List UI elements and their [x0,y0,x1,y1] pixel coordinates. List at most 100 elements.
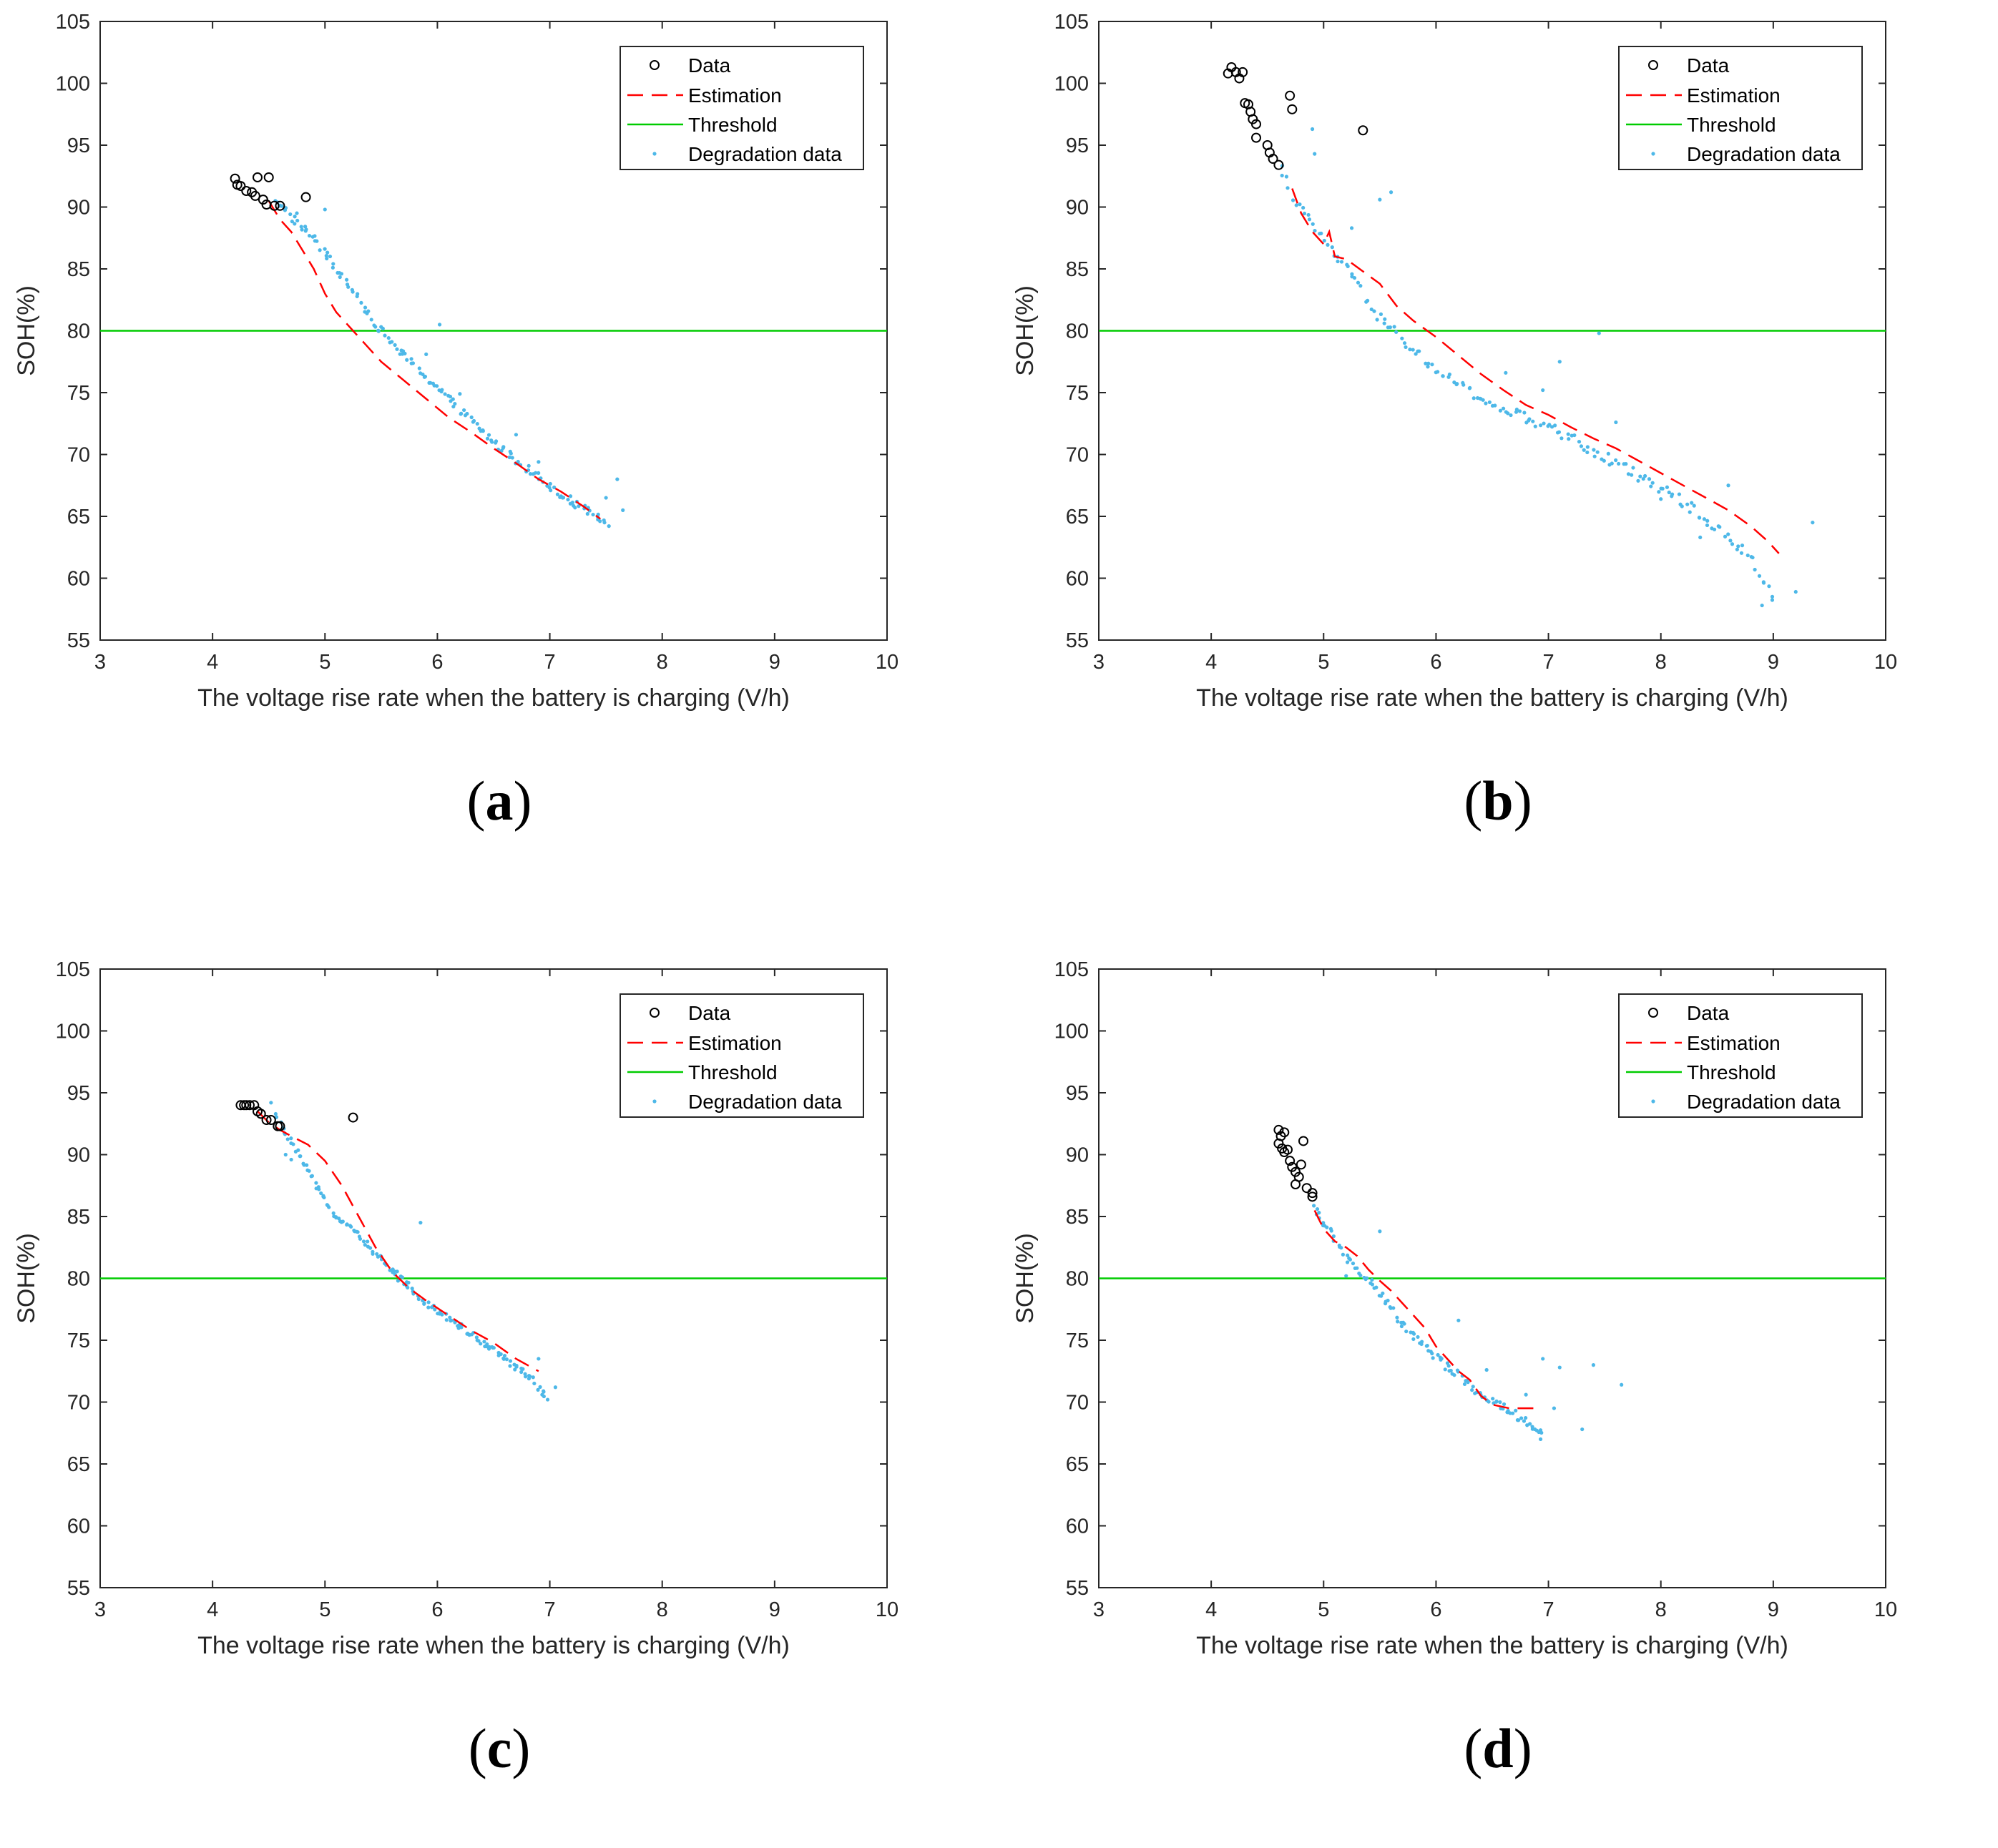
y-tick-label: 70 [1066,444,1089,467]
degradation-point [386,335,391,340]
degradation-point [555,492,560,496]
degradation-point [591,512,595,517]
degradation-point [339,272,344,276]
degradation-point [1702,517,1707,521]
degradation-point [534,471,538,475]
data-point [1296,1159,1306,1170]
degradation-point [1394,330,1399,334]
legend-data-marker [1648,1008,1658,1018]
x-tick-label: 7 [1543,1598,1554,1621]
degradation-point [1351,1262,1356,1266]
degradation-point [577,504,581,508]
degradation-point [313,234,317,238]
degradation-point [1447,372,1451,377]
degradation-point [296,1148,300,1152]
y-axis-label: SOH(%) [13,1233,40,1324]
degradation-point [363,1243,367,1247]
degradation-point [1301,205,1306,210]
degradation-point [422,1301,426,1306]
data-point [1283,1144,1293,1155]
degradation-point [1767,584,1771,589]
caption-a: (a) [466,770,532,832]
legend-label: Data [1687,54,1730,77]
degradation-point [418,1221,423,1225]
degradation-point [269,1101,273,1105]
degradation-point [305,1168,310,1173]
degradation-point [1504,370,1508,375]
legend: Data Estimation Threshold Degradation data [1618,46,1863,170]
legend-box [1618,993,1863,1118]
degradation-point [322,1195,326,1200]
degradation-point [1331,1234,1336,1239]
degradation-point [548,481,552,486]
degradation-point [410,1286,414,1291]
degradation-point [315,239,319,243]
degradation-point [444,1318,449,1322]
degradation-point [1468,385,1472,390]
degradation-point [1524,1416,1528,1420]
degradation-point [521,1367,525,1371]
y-tick-label: 75 [67,1330,90,1352]
degradation-point [406,1280,411,1285]
degradation-point [1294,203,1298,207]
degradation-point [392,1269,396,1274]
degradation-point [1326,242,1330,247]
degradation-point [1677,492,1682,496]
degradation-point [1793,589,1798,594]
degradation-point [1617,461,1621,466]
chart-d: 3 4 5 6 7 8 9 10 55 60 65 70 75 80 85 90 95 100 105 The vol… [1012,958,1897,1659]
degradation-point [1698,535,1703,540]
degradation-point [1311,222,1315,226]
degradation-point [1374,1285,1378,1289]
data-point [1279,1127,1290,1138]
degradation-point [1582,448,1586,452]
degradation-point [471,418,476,423]
degradation-point [1614,458,1618,463]
degradation-point [465,411,469,416]
degradation-point [1349,226,1354,230]
degradation-point [449,1319,453,1323]
figure-grid: 3 4 5 6 7 8 9 10 55 60 65 70 75 80 85 90 95 100 105 The vol… [13,0,1997,1779]
degradation-point [396,1279,401,1283]
degradation-point [383,333,387,338]
data-point [1285,90,1296,101]
legend-degradation-marker [1651,152,1655,156]
degradation-point [1510,1411,1515,1415]
panel-d: 3 4 5 6 7 8 9 10 55 60 65 70 75 80 85 90 95 100 105 The vol… [999,948,1997,1848]
y-tick-label: 55 [67,1577,90,1600]
degradation-point [1280,173,1284,178]
degradation-point [1339,260,1344,264]
degradation-point [318,248,322,252]
degradation-point [1291,198,1296,202]
x-axis-label: The voltage rise rate when the battery i… [197,684,790,712]
degradation-point [1657,490,1661,494]
degradation-point [487,1345,491,1350]
x-axis-label: The voltage rise rate when the battery i… [197,1632,790,1659]
data-point [263,172,274,182]
panel-b: 3 4 5 6 7 8 9 10 55 60 65 70 75 80 85 90 95 100 105 The vol… [999,0,1997,900]
degradation-point [1352,275,1357,280]
degradation-point [1419,1342,1424,1347]
degradation-point [373,325,378,329]
degradation-point [1642,473,1647,478]
degradation-point [568,494,573,498]
degradation-point [453,402,457,406]
degradation-point [621,508,625,512]
degradation-point [288,212,293,217]
degradation-point [1541,1357,1545,1361]
degradation-point [1770,598,1775,602]
x-tick-label: 9 [769,651,780,674]
x-tick-label: 5 [1318,651,1329,674]
degradation-point [403,351,407,355]
x-tick-label: 3 [1093,1598,1105,1621]
degradation-point [298,1154,302,1159]
chart-c: 3 4 5 6 7 8 9 10 55 60 65 70 75 80 85 90 95 100 105 The vol… [13,958,898,1659]
x-axis: 3 4 5 6 7 8 9 10 [94,969,898,1621]
degradation-point [323,207,327,212]
degradation-point [1322,238,1326,243]
x-tick-label: 6 [431,1598,443,1621]
data-point [1268,154,1278,164]
y-tick-label: 100 [1054,73,1089,96]
x-tick-label: 10 [876,1598,898,1621]
degradation-point [1567,437,1571,441]
